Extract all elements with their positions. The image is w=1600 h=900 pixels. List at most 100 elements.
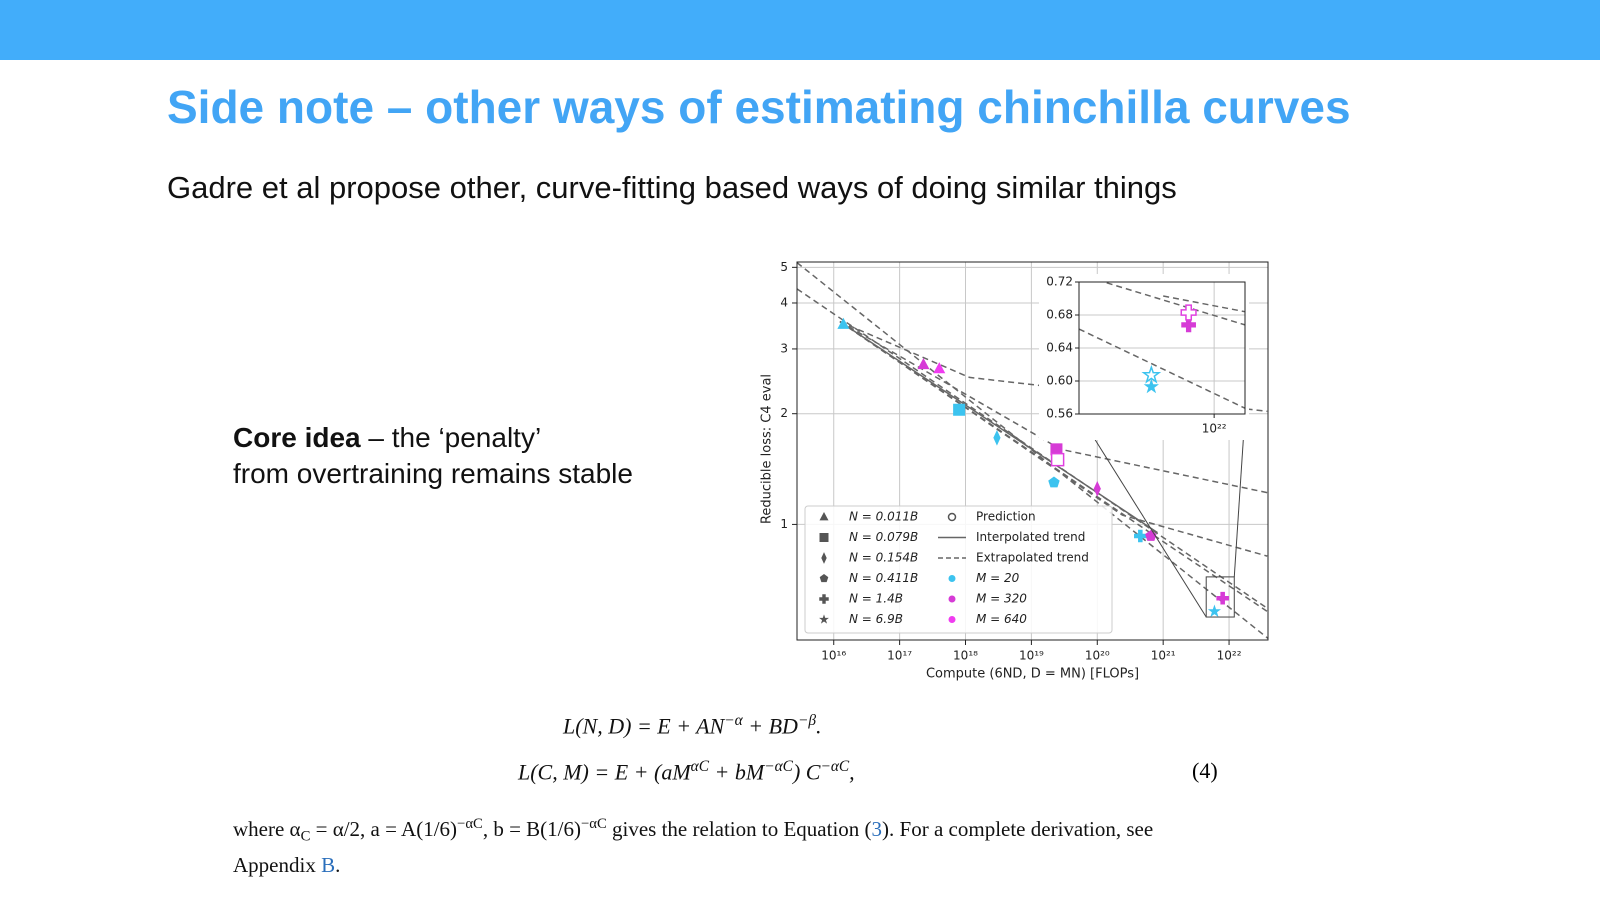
text-segment[interactable]: 3 bbox=[871, 817, 883, 842]
legend-label: Interpolated trend bbox=[976, 530, 1085, 544]
marker bbox=[933, 362, 946, 374]
legend-label: N = 0.411B bbox=[849, 571, 918, 585]
trend-line bbox=[1106, 282, 1246, 326]
marker bbox=[821, 552, 827, 564]
marker bbox=[947, 512, 957, 522]
trend-line bbox=[839, 320, 1268, 613]
y-tick-label: 2 bbox=[780, 406, 788, 420]
trend-line bbox=[1163, 295, 1246, 313]
y-tick-label: 0.64 bbox=[1046, 341, 1073, 355]
y-tick-label: 0.60 bbox=[1046, 374, 1073, 388]
x-tick-label: 10²⁰ bbox=[1085, 649, 1110, 663]
legend-label: M = 20 bbox=[976, 571, 1020, 585]
trend-line bbox=[796, 262, 1269, 639]
text-segment: −α bbox=[724, 712, 743, 729]
marker bbox=[917, 357, 930, 370]
marker bbox=[837, 317, 850, 329]
marker bbox=[1141, 364, 1162, 384]
marker bbox=[1050, 452, 1065, 467]
x-tick-label: 10²¹ bbox=[1151, 649, 1176, 663]
core-idea-text: from overtraining remains stable bbox=[233, 458, 633, 489]
marker bbox=[819, 533, 829, 542]
marker bbox=[948, 595, 956, 603]
text-segment: L(N, D) = E + AN bbox=[563, 713, 725, 739]
equation: L(C, M) = E + (aMαC + bM−αC) C−αC, bbox=[518, 758, 855, 785]
legend-label: M = 640 bbox=[976, 612, 1027, 626]
text-segment: . bbox=[335, 853, 341, 878]
inset-frame bbox=[1078, 281, 1246, 415]
trend-line bbox=[1078, 328, 1246, 409]
text-segment: + BD bbox=[742, 713, 798, 739]
marker bbox=[1180, 304, 1197, 321]
marker bbox=[819, 594, 829, 604]
x-tick-label: 10²² bbox=[1202, 422, 1227, 436]
legend-label: N = 0.079B bbox=[849, 530, 918, 544]
text-segment: . bbox=[816, 713, 822, 739]
marker bbox=[948, 616, 956, 623]
text-segment: L(C, M) = E + (aM bbox=[518, 759, 691, 785]
marker bbox=[948, 575, 956, 582]
legend-label: N = 6.9B bbox=[849, 612, 903, 626]
marker bbox=[993, 429, 1001, 446]
y-axis-label: Reducible loss: C4 eval bbox=[760, 374, 775, 524]
text-segment: ) C bbox=[792, 759, 821, 785]
trend-line bbox=[839, 320, 1158, 534]
legend-label: N = 0.011B bbox=[849, 510, 918, 524]
marker bbox=[1093, 480, 1101, 497]
equation-number: (4) bbox=[1192, 758, 1218, 783]
marker bbox=[819, 512, 829, 521]
x-tick-label: 10¹⁷ bbox=[887, 649, 912, 663]
legend-label: N = 0.154B bbox=[849, 551, 918, 565]
text-segment[interactable]: B bbox=[321, 853, 336, 878]
y-tick-label: 5 bbox=[780, 260, 788, 274]
core-idea-bold: Core idea bbox=[233, 422, 361, 453]
slide-subtitle: Gadre et al propose other, curve-fitting… bbox=[167, 170, 1177, 205]
x-axis-label: Compute (6ND, D = MN) [FLOPs] bbox=[926, 667, 1139, 682]
legend-label: N = 1.4B bbox=[849, 592, 903, 606]
marker bbox=[1181, 317, 1196, 333]
text-segment: ). For a complete derivation, see Append… bbox=[233, 817, 1154, 878]
note: where αC = α/2, a = A(1/6)−αC, b = B(1/6… bbox=[233, 810, 1233, 880]
header-bar bbox=[0, 0, 1600, 60]
marker bbox=[1050, 443, 1063, 456]
y-tick-label: 0.72 bbox=[1046, 275, 1073, 289]
y-tick-label: 0.56 bbox=[1046, 407, 1073, 421]
marker bbox=[1216, 591, 1229, 605]
text-segment: −β bbox=[797, 712, 816, 729]
plot-frame bbox=[796, 261, 1269, 641]
marker bbox=[1048, 476, 1060, 488]
core-idea-text: – the ‘penalty’ bbox=[360, 422, 542, 453]
zoom-box bbox=[1205, 576, 1235, 618]
zoom-connector bbox=[1233, 413, 1246, 577]
text-segment: αC bbox=[690, 758, 710, 775]
text-segment: −αC bbox=[457, 816, 483, 832]
y-tick-label: 3 bbox=[780, 341, 788, 355]
text-segment: −αC bbox=[764, 758, 793, 775]
x-tick-label: 10¹⁹ bbox=[1019, 649, 1044, 663]
equation: L(N, D) = E + AN−α + BD−β. bbox=[563, 712, 822, 739]
text-segment: , b = B(1/6) bbox=[482, 817, 581, 842]
legend-box bbox=[804, 505, 1113, 634]
text-segment: −αC bbox=[580, 816, 607, 832]
marker bbox=[1207, 604, 1222, 618]
marker bbox=[819, 614, 829, 624]
text-segment: = α/2, a = A(1/6) bbox=[310, 817, 458, 842]
text-segment: gives the relation to Equation ( bbox=[606, 817, 872, 842]
text-segment: + bM bbox=[709, 759, 765, 785]
zoom-connector bbox=[1078, 413, 1207, 618]
legend-label: Extrapolated trend bbox=[976, 551, 1089, 565]
slide-title: Side note – other ways of estimating chi… bbox=[167, 81, 1351, 133]
text-segment: −αC bbox=[820, 758, 850, 775]
marker bbox=[953, 403, 966, 416]
core-idea: Core idea – the ‘penalty’ from overtraini… bbox=[233, 420, 633, 492]
x-tick-label: 10¹⁶ bbox=[821, 649, 846, 663]
x-tick-label: 10²² bbox=[1217, 649, 1242, 663]
marker bbox=[1143, 378, 1159, 394]
text-segment: where α bbox=[233, 817, 301, 842]
text-segment: , bbox=[849, 759, 855, 785]
marker bbox=[1134, 529, 1147, 543]
y-tick-label: 4 bbox=[780, 295, 788, 309]
text-segment: C bbox=[300, 828, 311, 845]
legend-label: M = 320 bbox=[976, 592, 1027, 606]
